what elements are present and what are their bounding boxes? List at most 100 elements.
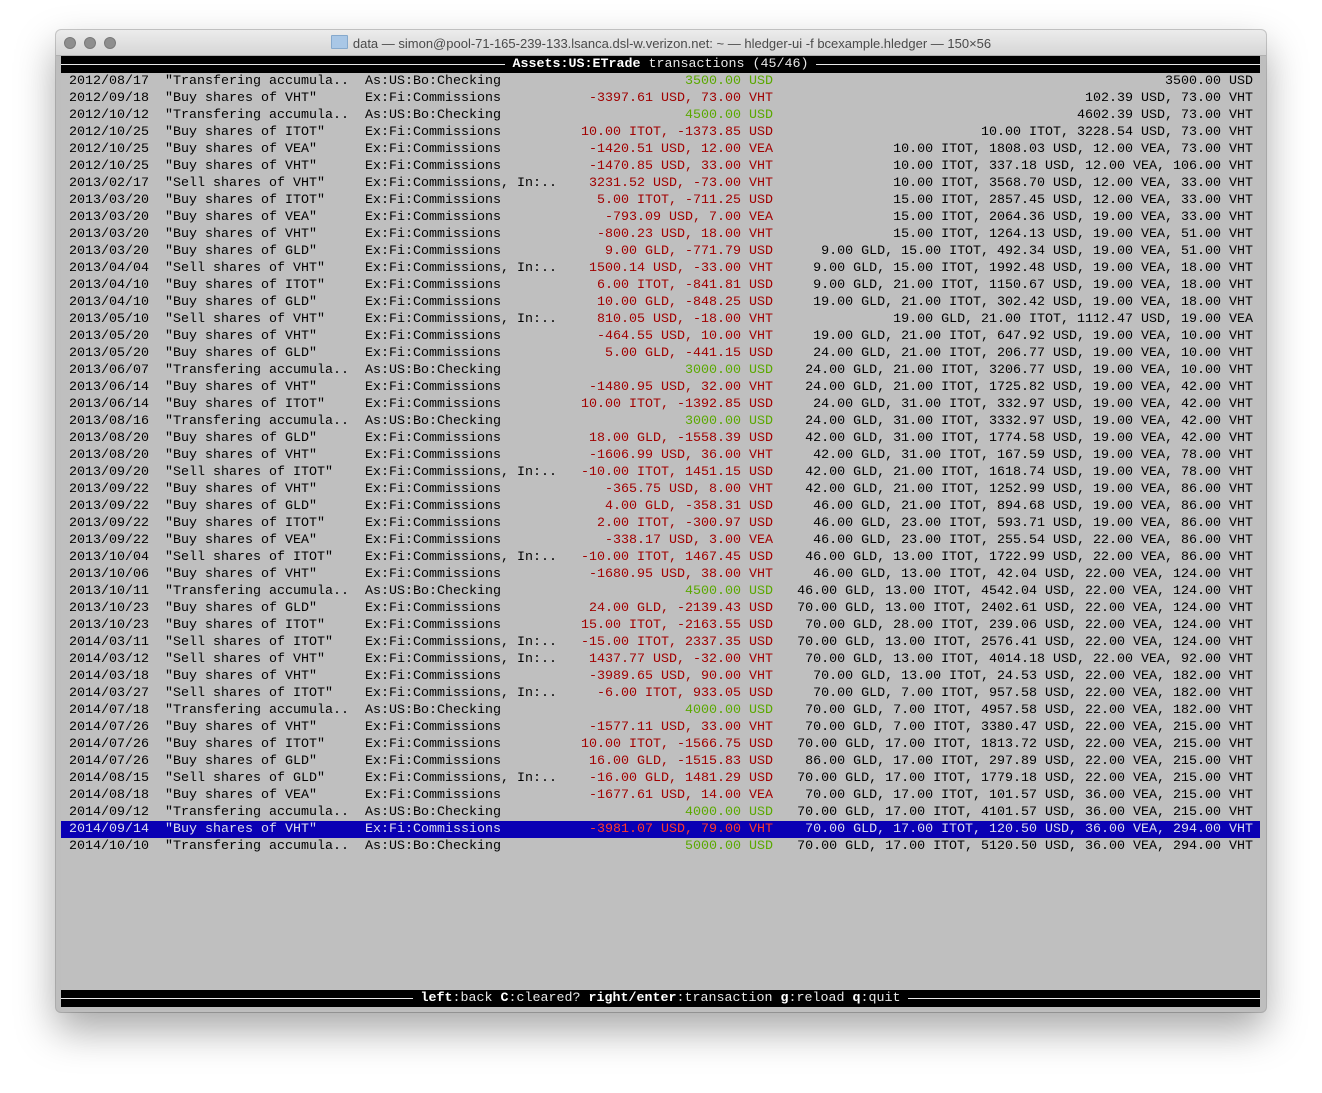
balance-cell: 10.00 ITOT, 1808.03 USD, 12.00 VEA, 73.0… [893, 142, 1253, 157]
table-row[interactable]: 2014/07/26 "Buy shares of ITOT" Ex:Fi:Comm… [61, 736, 1260, 753]
account-cell: Ex:Fi:Commissions [365, 448, 501, 463]
table-row[interactable]: 2012/10/25 "Buy shares of ITOT" Ex:Fi:Comm… [61, 124, 1260, 141]
table-row[interactable]: 2013/10/11 "Transfering accumula.. As:US:B… [61, 583, 1260, 600]
table-row[interactable]: 2013/10/04 "Sell shares of ITOT" Ex:Fi:Com… [61, 549, 1260, 566]
balance-cell: 42.00 GLD, 31.00 ITOT, 1774.58 USD, 19.0… [805, 431, 1253, 446]
balance-cell: 102.39 USD, 73.00 VHT [1085, 91, 1253, 106]
balance-cell: 70.00 GLD, 17.00 ITOT, 4101.57 USD, 36.0… [797, 805, 1253, 820]
table-row[interactable]: 2014/07/18 "Transfering accumula.. As:US:B… [61, 702, 1260, 719]
amount-cell: -1480.95 USD, 32.00 VHT [589, 380, 773, 395]
date-cell: 2014/07/18 [69, 703, 149, 718]
date-cell: 2012/09/18 [69, 91, 149, 106]
balance-cell: 24.00 GLD, 21.00 ITOT, 1725.82 USD, 19.0… [805, 380, 1253, 395]
balance-cell: 86.00 GLD, 17.00 ITOT, 297.89 USD, 22.00… [805, 754, 1253, 769]
table-row[interactable]: 2013/03/20 "Buy shares of VHT" Ex:Fi:Commi… [61, 226, 1260, 243]
table-row[interactable]: 2014/10/10 "Transfering accumula.. As:US:B… [61, 838, 1260, 855]
amount-cell: 810.05 USD, -18.00 VHT [597, 312, 773, 327]
table-row[interactable]: 2012/08/17 "Transfering accumula.. As:US:B… [61, 73, 1260, 90]
table-row[interactable]: 2014/08/15 "Sell shares of GLD" Ex:Fi:Comm… [61, 770, 1260, 787]
date-cell: 2013/10/23 [69, 601, 149, 616]
amount-cell: 6.00 ITOT, -841.81 USD [597, 278, 773, 293]
minimize-button[interactable] [84, 37, 96, 49]
table-row[interactable]: 2014/08/18 "Buy shares of VEA" Ex:Fi:Commi… [61, 787, 1260, 804]
table-row[interactable]: 2014/07/26 "Buy shares of GLD" Ex:Fi:Commi… [61, 753, 1260, 770]
table-row[interactable]: 2013/05/20 "Buy shares of GLD" Ex:Fi:Commi… [61, 345, 1260, 362]
amount-cell: -15.00 ITOT, 2337.35 USD [581, 635, 773, 650]
table-row[interactable]: 2013/08/20 "Buy shares of GLD" Ex:Fi:Commi… [61, 430, 1260, 447]
table-row[interactable]: 2014/09/12 "Transfering accumula.. As:US:B… [61, 804, 1260, 821]
date-cell: 2013/10/11 [69, 584, 149, 599]
description-cell: "Buy shares of VHT" [165, 159, 317, 174]
table-row[interactable]: 2013/09/22 "Buy shares of GLD" Ex:Fi:Commi… [61, 498, 1260, 515]
account-cell: Ex:Fi:Commissions [365, 227, 501, 242]
amount-cell: 1437.77 USD, -32.00 VHT [589, 652, 773, 667]
table-row[interactable]: 2012/10/25 "Buy shares of VHT" Ex:Fi:Commi… [61, 158, 1260, 175]
table-row[interactable]: 2013/09/22 "Buy shares of VEA" Ex:Fi:Commi… [61, 532, 1260, 549]
table-row-selected[interactable]: 2014/09/14 "Buy shares of VHT" Ex:Fi:Commi… [61, 821, 1260, 838]
transaction-list[interactable]: 2012/08/17 "Transfering accumula.. As:US:B… [61, 73, 1260, 855]
table-row[interactable]: 2014/07/26 "Buy shares of VHT" Ex:Fi:Commi… [61, 719, 1260, 736]
amount-cell: 3000.00 USD [685, 414, 773, 429]
amount-cell: 10.00 ITOT, -1392.85 USD [581, 397, 773, 412]
date-cell: 2013/10/23 [69, 618, 149, 633]
date-cell: 2013/06/14 [69, 397, 149, 412]
table-row[interactable]: 2013/09/20 "Sell shares of ITOT" Ex:Fi:Com… [61, 464, 1260, 481]
table-row[interactable]: 2013/03/20 "Buy shares of VEA" Ex:Fi:Commi… [61, 209, 1260, 226]
table-row[interactable]: 2013/04/04 "Sell shares of VHT" Ex:Fi:Comm… [61, 260, 1260, 277]
table-row[interactable]: 2013/06/07 "Transfering accumula.. As:US:B… [61, 362, 1260, 379]
table-row[interactable]: 2013/09/22 "Buy shares of ITOT" Ex:Fi:Comm… [61, 515, 1260, 532]
account-cell: As:US:Bo:Checking [365, 363, 501, 378]
table-row[interactable]: 2013/08/16 "Transfering accumula.. As:US:B… [61, 413, 1260, 430]
table-row[interactable]: 2014/03/18 "Buy shares of VHT" Ex:Fi:Commi… [61, 668, 1260, 685]
table-row[interactable]: 2013/03/20 "Buy shares of GLD" Ex:Fi:Commi… [61, 243, 1260, 260]
account-cell: Ex:Fi:Commissions [365, 295, 501, 310]
account-cell: Ex:Fi:Commissions, In:.. [365, 771, 557, 786]
table-row[interactable]: 2014/03/11 "Sell shares of ITOT" Ex:Fi:Com… [61, 634, 1260, 651]
table-row[interactable]: 2013/08/20 "Buy shares of VHT" Ex:Fi:Commi… [61, 447, 1260, 464]
title-bar[interactable]: data — simon@pool-71-165-239-133.lsanca.… [56, 30, 1266, 56]
description-cell: "Buy shares of GLD" [165, 244, 317, 259]
table-row[interactable]: 2013/05/10 "Sell shares of VHT" Ex:Fi:Comm… [61, 311, 1260, 328]
account-cell: Ex:Fi:Commissions, In:.. [365, 465, 557, 480]
date-cell: 2012/10/12 [69, 108, 149, 123]
zoom-button[interactable] [104, 37, 116, 49]
table-row[interactable]: 2014/03/27 "Sell shares of ITOT" Ex:Fi:Com… [61, 685, 1260, 702]
balance-cell: 24.00 GLD, 21.00 ITOT, 3206.77 USD, 19.0… [805, 363, 1253, 378]
date-cell: 2014/03/27 [69, 686, 149, 701]
table-row[interactable]: 2013/03/20 "Buy shares of ITOT" Ex:Fi:Comm… [61, 192, 1260, 209]
table-row[interactable]: 2014/03/12 "Sell shares of VHT" Ex:Fi:Comm… [61, 651, 1260, 668]
table-row[interactable]: 2012/10/25 "Buy shares of VEA" Ex:Fi:Commi… [61, 141, 1260, 158]
table-row[interactable]: 2013/05/20 "Buy shares of VHT" Ex:Fi:Commi… [61, 328, 1260, 345]
account-cell: Ex:Fi:Commissions [365, 125, 501, 140]
close-button[interactable] [64, 37, 76, 49]
date-cell: 2013/08/16 [69, 414, 149, 429]
date-cell: 2013/05/20 [69, 346, 149, 361]
table-row[interactable]: 2013/10/06 "Buy shares of VHT" Ex:Fi:Commi… [61, 566, 1260, 583]
description-cell: "Buy shares of GLD" [165, 754, 317, 769]
account-cell: Ex:Fi:Commissions [365, 499, 501, 514]
description-cell: "Sell shares of VHT" [165, 312, 325, 327]
table-row[interactable]: 2013/10/23 "Buy shares of ITOT" Ex:Fi:Comm… [61, 617, 1260, 634]
description-cell: "Buy shares of VHT" [165, 720, 317, 735]
table-row[interactable]: 2013/04/10 "Buy shares of GLD" Ex:Fi:Commi… [61, 294, 1260, 311]
account-cell: Ex:Fi:Commissions [365, 278, 501, 293]
table-row[interactable]: 2013/02/17 "Sell shares of VHT" Ex:Fi:Comm… [61, 175, 1260, 192]
table-row[interactable]: 2012/10/12 "Transfering accumula.. As:US:B… [61, 107, 1260, 124]
account-cell: Ex:Fi:Commissions [365, 159, 501, 174]
screen-title: Assets:US:ETrade transactions (45/46) [504, 56, 817, 73]
description-cell: "Buy shares of VEA" [165, 788, 317, 803]
description-cell: "Buy shares of VHT" [165, 482, 317, 497]
table-row[interactable]: 2012/09/18 "Buy shares of VHT" Ex:Fi:Commi… [61, 90, 1260, 107]
table-row[interactable]: 2013/06/14 "Buy shares of ITOT" Ex:Fi:Comm… [61, 396, 1260, 413]
terminal-screen[interactable]: Assets:US:ETrade transactions (45/46) 20… [61, 56, 1260, 1007]
table-row[interactable]: 2013/09/22 "Buy shares of VHT" Ex:Fi:Commi… [61, 481, 1260, 498]
description-cell: "Buy shares of GLD" [165, 431, 317, 446]
date-cell: 2013/04/04 [69, 261, 149, 276]
description-cell: "Transfering accumula.. [165, 584, 349, 599]
account-cell: As:US:Bo:Checking [365, 839, 501, 854]
table-row[interactable]: 2013/04/10 "Buy shares of ITOT" Ex:Fi:Comm… [61, 277, 1260, 294]
table-row[interactable]: 2013/06/14 "Buy shares of VHT" Ex:Fi:Commi… [61, 379, 1260, 396]
description-cell: "Transfering accumula.. [165, 703, 349, 718]
balance-cell: 46.00 GLD, 23.00 ITOT, 255.54 USD, 22.00… [813, 533, 1253, 548]
table-row[interactable]: 2013/10/23 "Buy shares of GLD" Ex:Fi:Commi… [61, 600, 1260, 617]
